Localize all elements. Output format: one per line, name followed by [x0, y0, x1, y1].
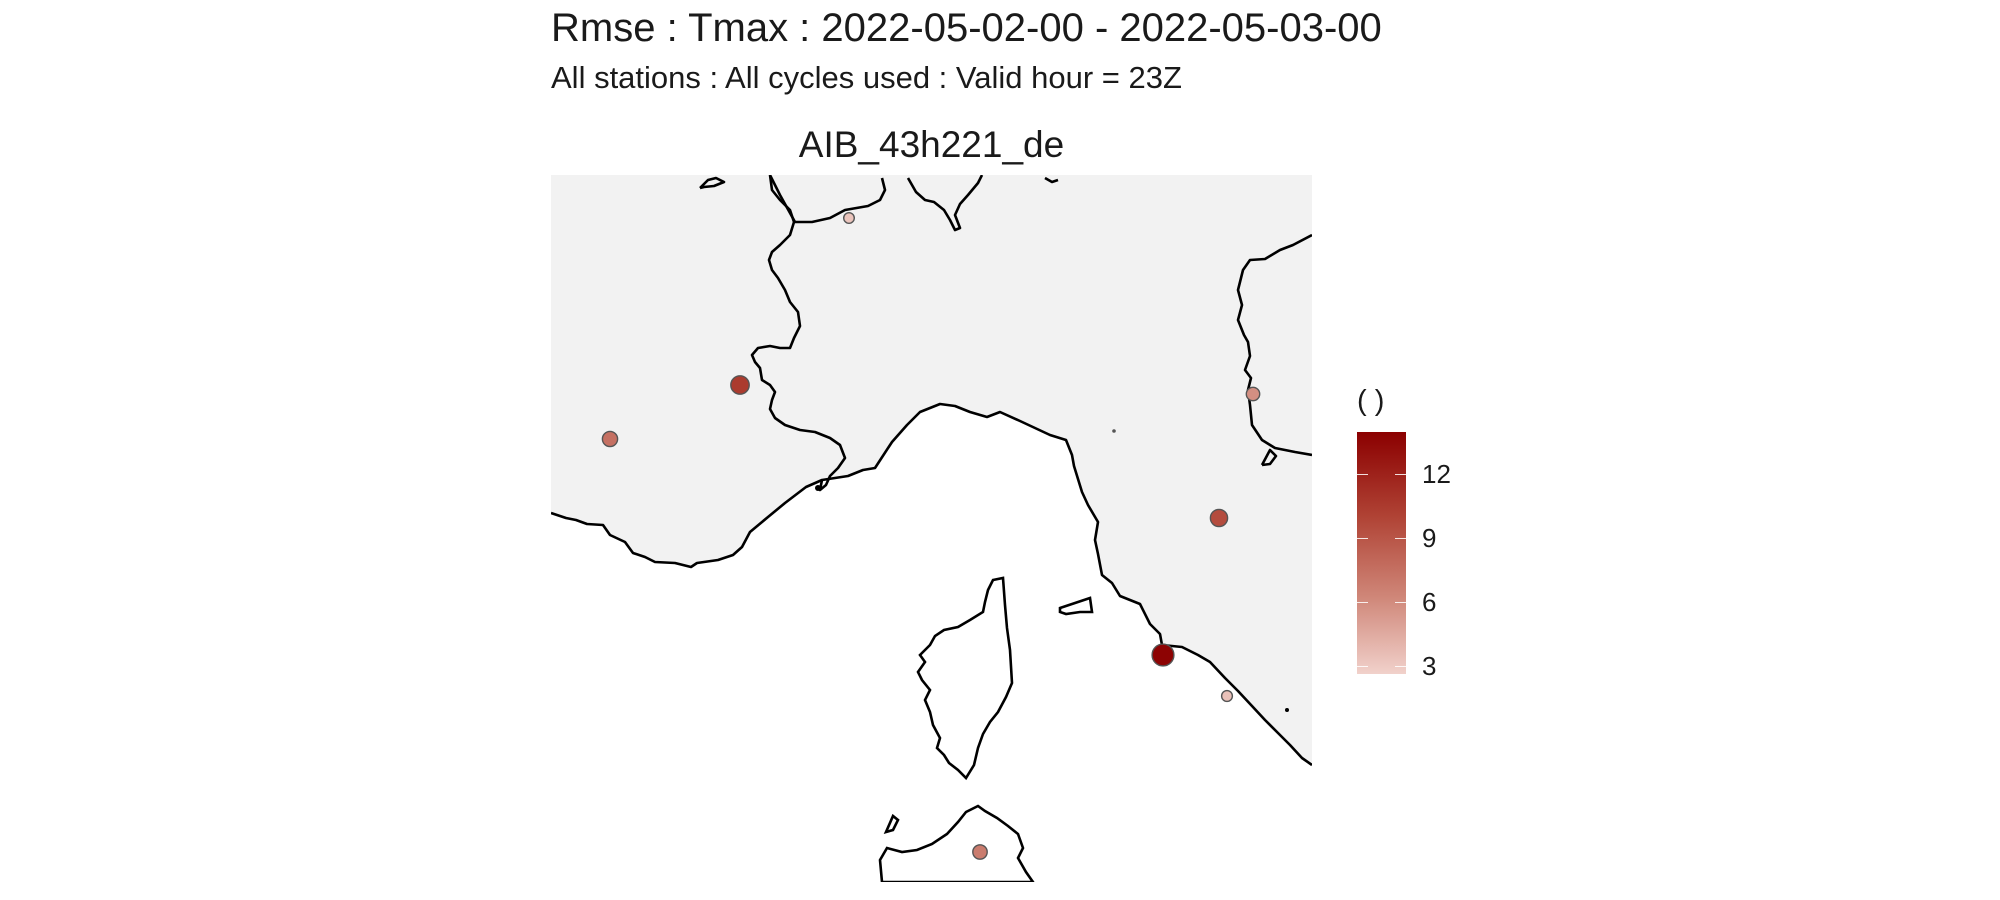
legend-colorbar — [1357, 432, 1406, 674]
legend-tick-label: 3 — [1422, 650, 1437, 681]
map-layers — [551, 175, 1312, 882]
legend-tick-mark — [1357, 474, 1368, 476]
coastline-adriatic-island — [1260, 448, 1278, 467]
station-marker — [1220, 689, 1234, 703]
legend-tick-label: 9 — [1422, 523, 1437, 554]
coastline-rhone — [750, 175, 847, 492]
small-island-dot — [1285, 708, 1289, 712]
station-marker — [730, 375, 750, 395]
station-marker — [1151, 643, 1175, 667]
plot-title: Rmse : Tmax : 2022-05-02-00 - 2022-05-03… — [551, 6, 1382, 50]
legend-tick-mark — [1395, 474, 1406, 476]
station-marker — [843, 211, 856, 224]
coastline-gulf-of-lion — [551, 402, 1312, 767]
coastlines — [551, 175, 1312, 767]
station-marker — [972, 844, 988, 860]
legend-tick-mark — [1395, 665, 1406, 667]
coastline-alps — [768, 175, 887, 224]
small-island-dot — [1112, 429, 1116, 433]
stations-layer — [601, 211, 1261, 860]
small-island-dot — [815, 485, 821, 491]
station-marker — [1209, 508, 1229, 528]
coastline-north-2 — [1044, 176, 1059, 184]
legend-title: ( ) — [1357, 385, 1385, 417]
legend-tick-mark — [1395, 601, 1406, 603]
legend-tick-label: 12 — [1422, 459, 1451, 490]
mainland-land — [551, 175, 1312, 765]
legend-tick-mark — [1357, 601, 1368, 603]
coastline-adriatic — [1236, 233, 1312, 457]
legend-tick-mark — [1357, 538, 1368, 540]
station-marker — [601, 430, 619, 448]
legend-tick-mark — [1395, 538, 1406, 540]
plot-subtitle: All stations : All cycles used : Valid h… — [551, 60, 1182, 95]
legend-tick-label: 6 — [1422, 586, 1437, 617]
legend-tick-mark — [1357, 665, 1368, 667]
coastline-north — [906, 175, 984, 232]
panel-title: AIB_43h221_de — [798, 124, 1065, 165]
coastline-lake — [699, 176, 726, 190]
station-marker — [1245, 386, 1261, 402]
